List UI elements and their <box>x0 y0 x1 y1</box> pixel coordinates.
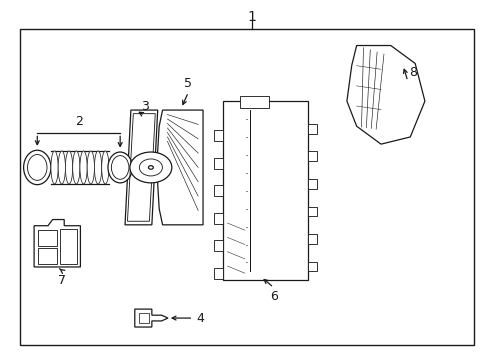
Polygon shape <box>307 234 316 244</box>
Polygon shape <box>213 158 222 169</box>
Text: 1: 1 <box>247 10 256 24</box>
Polygon shape <box>157 110 203 225</box>
Ellipse shape <box>94 151 102 184</box>
Polygon shape <box>213 130 222 141</box>
Text: 8: 8 <box>408 66 416 79</box>
Polygon shape <box>135 309 167 327</box>
Bar <box>38 248 57 264</box>
Bar <box>239 96 269 108</box>
Polygon shape <box>307 207 316 216</box>
Polygon shape <box>213 268 222 279</box>
Polygon shape <box>213 213 222 224</box>
Ellipse shape <box>130 152 171 183</box>
Text: 3: 3 <box>141 100 148 113</box>
Ellipse shape <box>80 151 87 184</box>
Text: 7: 7 <box>58 274 65 287</box>
Bar <box>139 313 149 323</box>
Bar <box>222 101 307 280</box>
Text: 2: 2 <box>75 116 82 129</box>
Text: 5: 5 <box>184 77 192 90</box>
Ellipse shape <box>108 152 132 183</box>
Polygon shape <box>346 45 424 144</box>
Polygon shape <box>34 220 80 267</box>
Polygon shape <box>213 240 222 251</box>
Ellipse shape <box>23 150 51 185</box>
Text: 4: 4 <box>196 311 204 325</box>
Polygon shape <box>213 185 222 196</box>
Polygon shape <box>307 124 316 134</box>
Polygon shape <box>125 110 158 225</box>
Bar <box>38 230 57 246</box>
Ellipse shape <box>102 151 109 184</box>
Polygon shape <box>307 179 316 189</box>
Bar <box>20 30 473 345</box>
Ellipse shape <box>58 151 65 184</box>
Ellipse shape <box>65 151 73 184</box>
Bar <box>60 229 77 264</box>
Ellipse shape <box>148 166 153 169</box>
Text: 6: 6 <box>269 290 277 303</box>
Ellipse shape <box>73 151 80 184</box>
Polygon shape <box>307 152 316 161</box>
Ellipse shape <box>87 151 94 184</box>
Ellipse shape <box>51 151 58 184</box>
Polygon shape <box>307 262 316 271</box>
